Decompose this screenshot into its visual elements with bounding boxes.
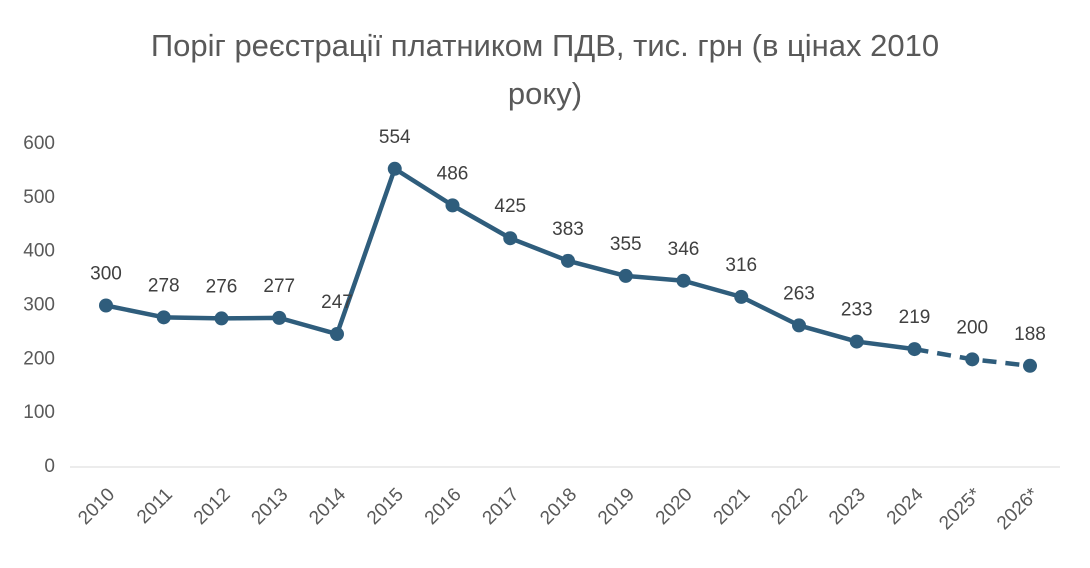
- marker: [676, 273, 691, 288]
- data-label: 233: [841, 300, 873, 321]
- data-label: 486: [437, 163, 469, 184]
- y-tick-label: 100: [23, 402, 55, 423]
- data-label: 188: [1014, 324, 1046, 345]
- x-tick-label: 2015: [363, 484, 408, 529]
- x-tick-label: 2013: [248, 484, 293, 529]
- x-tick-label: 2025*: [935, 484, 985, 534]
- x-tick-label: 2019: [594, 484, 639, 529]
- data-label: 247: [321, 292, 353, 313]
- marker: [849, 334, 864, 349]
- data-label: 300: [90, 264, 122, 285]
- marker: [965, 352, 980, 367]
- x-tick-label: 2010: [74, 484, 119, 529]
- chart-title: Поріг реєстрації платником ПДВ, тис. грн…: [150, 28, 940, 111]
- marker: [734, 289, 749, 304]
- data-label: 277: [263, 276, 295, 297]
- marker: [387, 161, 402, 176]
- x-tick-label: 2022: [767, 484, 812, 529]
- data-label: 219: [899, 307, 931, 328]
- data-label: 346: [668, 239, 700, 260]
- marker: [445, 198, 460, 213]
- marker: [156, 310, 171, 325]
- marker: [792, 318, 806, 333]
- data-label: 316: [725, 255, 757, 276]
- x-tick-label: 2012: [190, 484, 235, 529]
- y-tick-label: 400: [23, 241, 55, 262]
- x-tick-label: 2024: [883, 484, 928, 529]
- marker: [330, 327, 344, 342]
- marker: [503, 231, 518, 246]
- x-tick-label: 2018: [536, 484, 581, 529]
- y-tick-label: 600: [23, 133, 55, 154]
- data-label: 383: [552, 219, 584, 240]
- x-tick-label: 2021: [710, 484, 755, 529]
- marker: [1023, 358, 1037, 373]
- data-label: 425: [494, 196, 526, 217]
- y-tick-label: 500: [23, 187, 55, 208]
- x-tick-label: 2011: [133, 484, 177, 528]
- y-tick-label: 300: [23, 295, 55, 316]
- marker: [618, 268, 633, 283]
- marker: [272, 310, 287, 325]
- data-label: 278: [148, 275, 180, 296]
- y-tick-label: 0: [44, 456, 55, 477]
- x-tick-label: 2026*: [993, 484, 1043, 534]
- y-tick-label: 200: [23, 348, 55, 369]
- data-label: 276: [206, 276, 238, 297]
- x-tick-label: 2023: [825, 484, 870, 529]
- data-label: 263: [783, 283, 815, 304]
- marker: [99, 298, 113, 313]
- x-tick-label: 2014: [305, 484, 350, 529]
- data-label: 554: [379, 127, 411, 148]
- data-label: 200: [956, 317, 988, 338]
- marker: [214, 311, 229, 326]
- x-tick-label: 2017: [479, 484, 524, 529]
- x-tick-label: 2016: [421, 484, 466, 529]
- marker: [907, 342, 922, 357]
- data-label: 355: [610, 234, 642, 255]
- x-tick-label: 2020: [652, 484, 697, 529]
- marker: [561, 253, 575, 268]
